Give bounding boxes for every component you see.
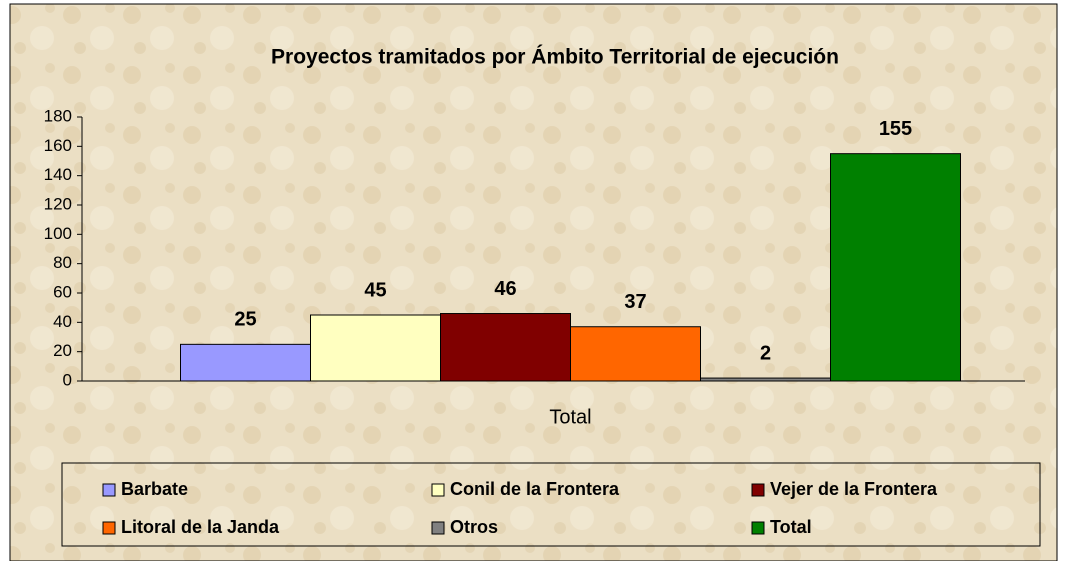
legend-swatch xyxy=(751,483,765,497)
data-label: 46 xyxy=(494,278,516,300)
y-tick-label: 80 xyxy=(53,253,72,272)
legend-label: Vejer de la Frontera xyxy=(770,479,938,499)
data-label: 45 xyxy=(364,279,386,301)
y-tick-label: 60 xyxy=(53,282,72,301)
y-tick-label: 120 xyxy=(44,194,72,213)
legend-box xyxy=(61,462,1041,547)
y-tick-label: 180 xyxy=(44,106,72,125)
legend-swatch xyxy=(431,483,445,497)
legend-label: Barbate xyxy=(121,479,188,499)
y-tick-label: 160 xyxy=(44,136,72,155)
bar xyxy=(440,313,571,382)
data-label: 25 xyxy=(234,309,256,331)
legend-label: Total xyxy=(770,517,812,537)
y-tick-label: 140 xyxy=(44,165,72,184)
chart-title: Proyectos tramitados por Ámbito Territor… xyxy=(271,46,839,69)
data-label: 155 xyxy=(879,118,912,140)
legend-label: Conil de la Frontera xyxy=(450,479,620,499)
legend-swatch xyxy=(751,521,765,535)
data-label: 2 xyxy=(760,342,771,364)
y-tick-label: 100 xyxy=(44,224,72,243)
legend-swatch xyxy=(102,483,116,497)
bar xyxy=(830,153,961,382)
bar xyxy=(180,343,311,382)
y-tick-label: 20 xyxy=(53,341,72,360)
bar xyxy=(310,314,441,382)
bar xyxy=(570,326,701,382)
x-tick-label: Total xyxy=(549,406,591,428)
y-tick-label: 0 xyxy=(63,370,72,389)
legend-swatch xyxy=(431,521,445,535)
data-label: 37 xyxy=(624,291,646,313)
legend-label: Litoral de la Janda xyxy=(121,517,280,537)
legend-label: Otros xyxy=(450,517,498,537)
legend-swatch xyxy=(102,521,116,535)
bar xyxy=(700,377,831,382)
y-tick-label: 40 xyxy=(53,312,72,331)
